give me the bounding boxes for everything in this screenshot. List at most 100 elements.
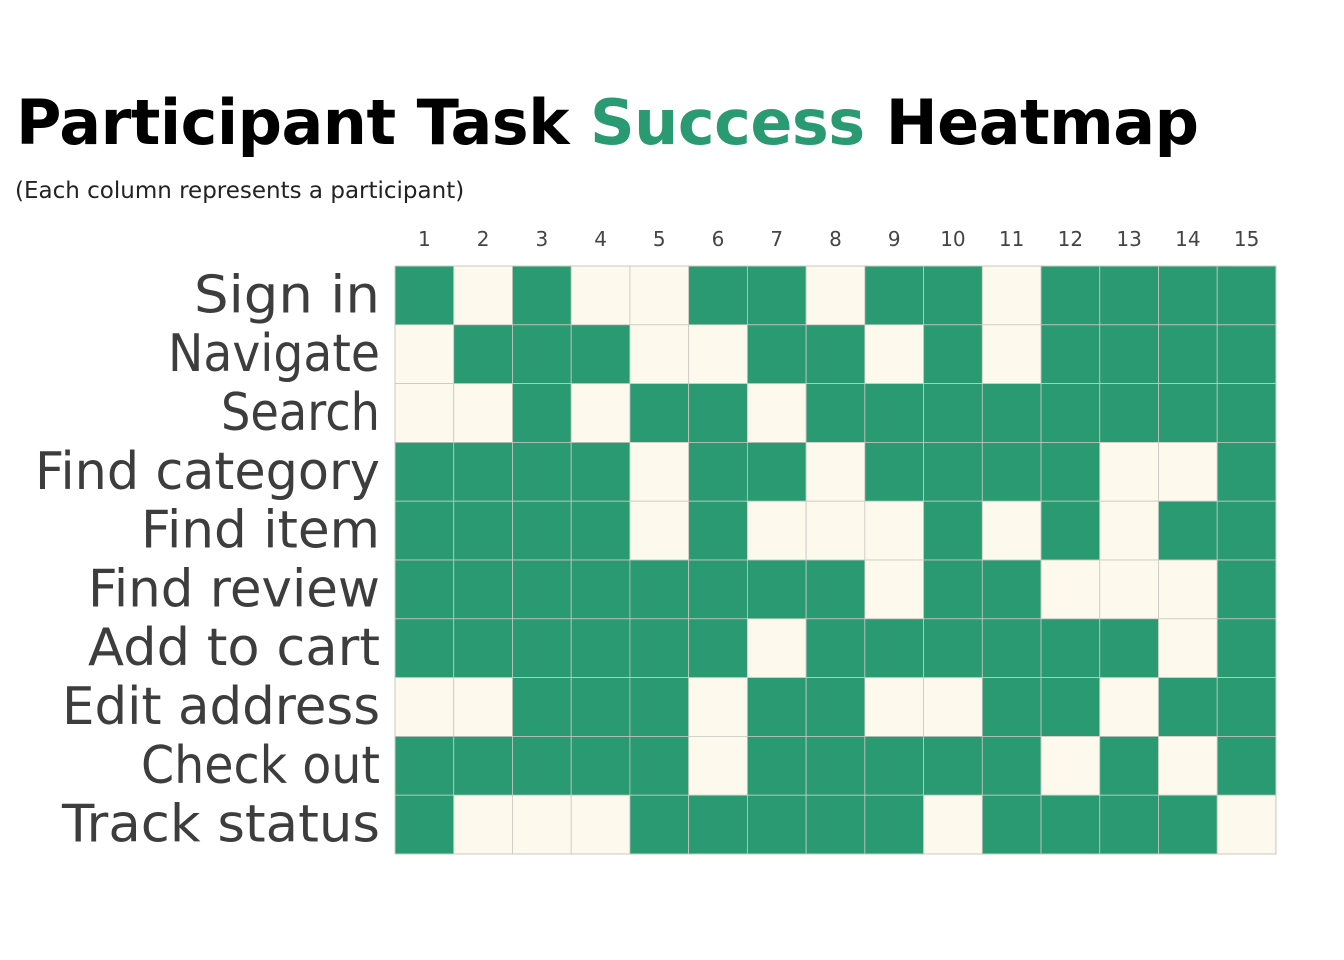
- heatmap-cell-r9-c8: [805, 736, 866, 796]
- heatmap-cell-r2-c10: [923, 324, 983, 384]
- heatmap-cell-r7-c1: [394, 618, 455, 678]
- heatmap-cell-r3-c6: [688, 383, 748, 443]
- heatmap-cell-r9-c10: [923, 736, 983, 796]
- heatmap-cell-r7-c6: [688, 618, 748, 678]
- column-label-11: 11: [999, 227, 1024, 251]
- row-label-navigate: Navigate: [168, 324, 380, 384]
- heatmap-cell-r2-c7: [746, 324, 807, 384]
- heatmap-cell-r8-c8: [805, 677, 866, 737]
- heatmap-cell-r6-c12: [1040, 559, 1101, 620]
- heatmap-cell-r6-c4: [570, 559, 631, 620]
- heatmap-cell-r3-c10: [923, 383, 983, 443]
- heatmap-cell-r2-c1: [394, 324, 455, 384]
- heatmap-cell-r6-c7: [746, 559, 807, 620]
- heatmap-cell-r1-c5: [629, 265, 690, 326]
- chart-title: Participant Task Success Heatmap: [16, 86, 1199, 159]
- heatmap-cell-r5-c9: [864, 500, 924, 561]
- heatmap-cell-r5-c1: [394, 500, 455, 561]
- heatmap-cell-r4-c14: [1158, 441, 1218, 502]
- heatmap-cell-r10-c10: [923, 794, 983, 855]
- heatmap-cell-r7-c14: [1158, 618, 1218, 678]
- heatmap-cell-r7-c11: [981, 618, 1042, 678]
- heatmap-cell-r8-c2: [453, 677, 513, 737]
- column-label-13: 13: [1116, 227, 1141, 251]
- heatmap-cell-r2-c6: [688, 324, 748, 384]
- heatmap-cell-r2-c4: [570, 324, 631, 384]
- heatmap-cell-r3-c5: [629, 383, 690, 443]
- heatmap-cell-r6-c11: [981, 559, 1042, 620]
- row-label-find-review: Find review: [88, 559, 380, 619]
- heatmap-cell-r1-c13: [1099, 265, 1159, 326]
- heatmap-cell-r9-c6: [688, 736, 748, 796]
- row-label-track-status: Track status: [61, 795, 380, 855]
- heatmap-cell-r5-c6: [688, 500, 748, 561]
- heatmap-cell-r4-c8: [805, 441, 866, 502]
- heatmap-cell-r10-c4: [570, 794, 631, 855]
- heatmap-cell-r1-c6: [688, 265, 748, 326]
- heatmap-cell-r4-c7: [746, 441, 807, 502]
- heatmap-cell-r8-c7: [746, 677, 807, 737]
- heatmap-cell-r5-c4: [570, 500, 631, 561]
- heatmap-cell-r10-c15: [1216, 794, 1277, 855]
- heatmap-cell-r8-c4: [570, 677, 631, 737]
- heatmap-cell-r1-c8: [805, 265, 866, 326]
- heatmap-cell-r10-c8: [805, 794, 866, 855]
- heatmap-cell-r10-c5: [629, 794, 690, 855]
- heatmap-cell-r3-c9: [864, 383, 924, 443]
- heatmap-cell-r10-c6: [688, 794, 748, 855]
- heatmap-cell-r10-c1: [394, 794, 455, 855]
- heatmap-cell-r1-c9: [864, 265, 924, 326]
- column-label-4: 4: [594, 227, 607, 251]
- heatmap-cell-r6-c10: [923, 559, 983, 620]
- heatmap-cell-r10-c3: [512, 794, 572, 855]
- heatmap-cell-r1-c11: [981, 265, 1042, 326]
- heatmap-cell-r2-c15: [1216, 324, 1277, 384]
- heatmap-cell-r4-c6: [688, 441, 748, 502]
- heatmap-cell-r9-c5: [629, 736, 690, 796]
- heatmap-cell-r8-c1: [394, 677, 455, 737]
- heatmap-cell-r1-c14: [1158, 265, 1218, 326]
- heatmap-cell-r3-c15: [1216, 383, 1277, 443]
- heatmap-cell-r4-c2: [453, 441, 513, 502]
- heatmap-cell-r5-c13: [1099, 500, 1159, 561]
- heatmap-cell-r8-c9: [864, 677, 924, 737]
- heatmap-cell-r4-c1: [394, 441, 455, 502]
- heatmap-cell-r7-c4: [570, 618, 631, 678]
- row-label-sign-in: Sign in: [194, 265, 380, 325]
- heatmap-cell-r5-c5: [629, 500, 690, 561]
- heatmap-cell-r8-c3: [512, 677, 572, 737]
- heatmap-cell-r1-c4: [570, 265, 631, 326]
- heatmap-cell-r8-c14: [1158, 677, 1218, 737]
- heatmap-cell-r2-c12: [1040, 324, 1101, 384]
- column-label-3: 3: [535, 227, 548, 251]
- heatmap-cell-r8-c13: [1099, 677, 1159, 737]
- column-label-9: 9: [888, 227, 901, 251]
- heatmap-cell-r9-c12: [1040, 736, 1101, 796]
- heatmap-cell-r7-c8: [805, 618, 866, 678]
- heatmap-cell-r10-c9: [864, 794, 924, 855]
- heatmap-cell-r7-c9: [864, 618, 924, 678]
- heatmap-cell-r4-c11: [981, 441, 1042, 502]
- heatmap-cell-r2-c5: [629, 324, 690, 384]
- heatmap-cell-r3-c1: [394, 383, 455, 443]
- heatmap-cell-r4-c12: [1040, 441, 1101, 502]
- heatmap-cell-r3-c14: [1158, 383, 1218, 443]
- heatmap-cell-r4-c3: [512, 441, 572, 502]
- heatmap-cell-r2-c13: [1099, 324, 1159, 384]
- column-label-6: 6: [712, 227, 725, 251]
- heatmap-border: [394, 265, 1277, 855]
- heatmap-cell-r3-c13: [1099, 383, 1159, 443]
- heatmap-cell-r5-c2: [453, 500, 513, 561]
- heatmap-cell-r4-c10: [923, 441, 983, 502]
- heatmap-cell-r7-c10: [923, 618, 983, 678]
- heatmap-cell-r1-c2: [453, 265, 513, 326]
- heatmap-cell-r10-c11: [981, 794, 1042, 855]
- heatmap-cell-r9-c13: [1099, 736, 1159, 796]
- heatmap-cell-r7-c3: [512, 618, 572, 678]
- column-label-15: 15: [1234, 227, 1259, 251]
- heatmap-cell-r5-c14: [1158, 500, 1218, 561]
- heatmap-cell-r5-c10: [923, 500, 983, 561]
- heatmap-cell-r6-c8: [805, 559, 866, 620]
- heatmap-cell-r8-c12: [1040, 677, 1101, 737]
- heatmap-cell-r9-c4: [570, 736, 631, 796]
